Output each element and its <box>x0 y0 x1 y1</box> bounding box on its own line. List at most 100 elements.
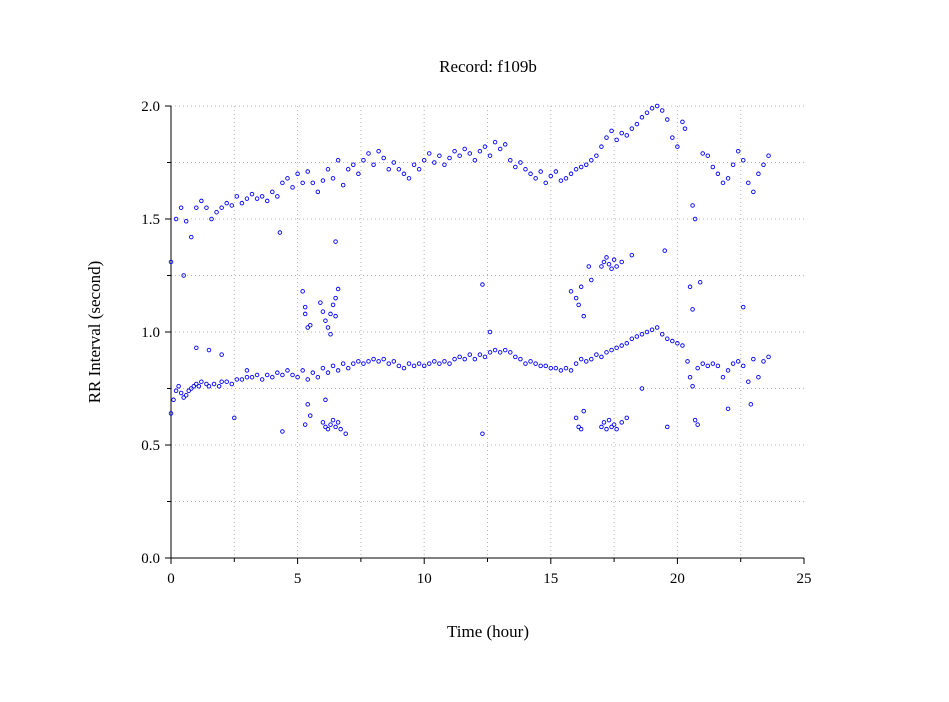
data-point <box>181 273 186 278</box>
data-point <box>649 327 655 332</box>
data-point <box>391 160 397 165</box>
data-point <box>715 363 721 369</box>
data-point <box>665 117 670 122</box>
data-point <box>639 386 645 391</box>
data-point <box>325 325 331 330</box>
data-point <box>563 176 569 181</box>
data-point <box>619 259 624 265</box>
data-point <box>305 325 310 330</box>
data-point <box>280 429 285 434</box>
data-point <box>280 180 285 186</box>
data-point <box>659 332 665 337</box>
data-point <box>665 424 670 430</box>
data-point <box>662 248 667 253</box>
data-point <box>609 128 614 134</box>
data-point <box>594 352 599 357</box>
data-point <box>482 354 488 360</box>
data-point <box>381 356 386 362</box>
data-point <box>305 402 310 407</box>
data-point <box>302 422 308 427</box>
data-point <box>285 176 290 181</box>
data-point <box>328 332 333 337</box>
data-point <box>285 368 290 373</box>
data-point <box>578 284 584 290</box>
data-point <box>232 415 237 421</box>
data-point <box>194 345 199 351</box>
data-point <box>432 359 437 364</box>
data-point <box>302 311 308 317</box>
data-point <box>361 361 366 366</box>
data-point <box>340 361 346 366</box>
data-point <box>573 167 579 172</box>
data-point <box>624 415 630 421</box>
data-point <box>199 198 204 204</box>
data-point <box>513 164 518 170</box>
data-point <box>432 160 437 165</box>
data-point <box>224 200 229 206</box>
data-point <box>249 191 255 197</box>
data-point <box>553 169 559 174</box>
data-point <box>204 205 209 210</box>
data-point <box>558 368 564 373</box>
data-point <box>497 146 503 152</box>
data-point <box>345 167 351 172</box>
data-point <box>300 368 305 373</box>
data-point <box>239 377 245 382</box>
data-point <box>239 200 245 206</box>
data-point <box>356 359 361 364</box>
data-point <box>589 356 594 362</box>
data-point <box>189 234 194 240</box>
data-point <box>548 173 554 179</box>
data-point <box>335 157 341 163</box>
data-point <box>264 198 270 204</box>
data-point <box>300 289 305 294</box>
data-point <box>614 345 619 351</box>
data-point <box>320 178 326 183</box>
data-point <box>614 264 619 269</box>
data-point <box>173 216 179 222</box>
data-point <box>725 176 731 181</box>
data-point <box>406 361 412 366</box>
data-point <box>730 361 736 366</box>
data-point <box>315 374 321 380</box>
data-point <box>338 426 343 432</box>
data-point <box>670 135 675 140</box>
data-point <box>700 151 705 156</box>
data-point <box>189 386 194 391</box>
data-point <box>634 334 640 339</box>
data-point <box>740 363 746 369</box>
data-point <box>302 304 308 310</box>
data-point <box>639 115 645 120</box>
data-point <box>766 153 771 158</box>
data-point <box>259 377 265 382</box>
data-point <box>168 259 174 265</box>
data-point <box>634 121 640 127</box>
data-point <box>690 383 695 389</box>
data-point <box>457 354 462 360</box>
data-point <box>502 347 508 353</box>
data-point <box>518 356 523 362</box>
data-point <box>330 417 336 423</box>
data-point <box>611 422 617 427</box>
data-point <box>330 176 336 181</box>
data-point <box>518 160 523 165</box>
data-point <box>746 180 751 186</box>
data-point <box>685 359 690 364</box>
data-point <box>290 185 295 190</box>
data-point <box>186 388 191 394</box>
data-point <box>604 426 609 432</box>
data-point <box>406 176 412 181</box>
data-point <box>376 148 381 154</box>
data-point <box>467 352 473 357</box>
data-point <box>216 383 222 389</box>
data-point <box>740 304 746 310</box>
data-point <box>528 359 533 364</box>
data-point <box>323 424 328 430</box>
data-point <box>751 189 756 195</box>
data-point <box>583 359 589 364</box>
data-point <box>548 365 554 371</box>
data-point <box>670 338 675 344</box>
data-point <box>680 119 685 125</box>
data-point <box>619 420 624 425</box>
